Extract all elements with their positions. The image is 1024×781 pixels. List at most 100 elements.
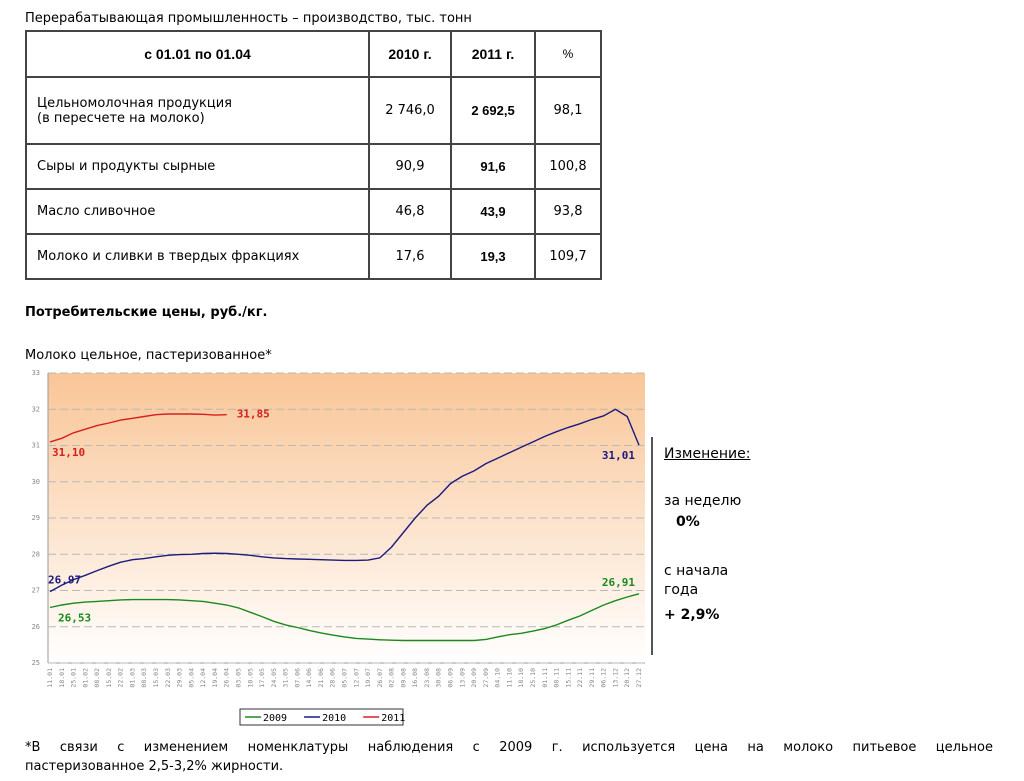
legend: 2009 2010 2011 [239, 708, 405, 726]
x-tick-label: 15.02 [105, 668, 113, 688]
legend-label: 2011 [381, 713, 405, 724]
header-cell: 2011 г. [450, 30, 536, 78]
y-tick-label: 32 [32, 405, 40, 413]
x-tick-label: 15.11 [564, 668, 572, 688]
legend-label: 2010 [322, 713, 346, 724]
cell: 109,7 [534, 233, 602, 280]
x-tick-label: 16.08 [411, 668, 419, 688]
x-tick-label: 30.08 [435, 668, 443, 688]
x-tick-label: 11.10 [505, 668, 513, 688]
x-tick-label: 13.12 [611, 668, 619, 688]
x-tick-label: 17.05 [258, 668, 266, 688]
side-value: 0% [676, 514, 700, 530]
cell: 46,8 [368, 188, 452, 235]
x-tick-label: 18.10 [517, 668, 525, 688]
x-tick-label: 29.11 [588, 668, 596, 688]
x-tick-label: 12.04 [199, 668, 207, 688]
cell: 19,3 [450, 233, 536, 280]
y-tick-label: 27 [32, 587, 40, 595]
x-tick-label: 22.11 [576, 668, 584, 688]
cell: 91,6 [450, 143, 536, 190]
side-label: за неделю [664, 493, 742, 509]
y-tick-label: 28 [32, 550, 40, 558]
x-tick-label: 20.12 [623, 668, 631, 688]
x-tick-label: 27.09 [482, 668, 490, 688]
x-tick-label: 12.07 [352, 668, 360, 688]
x-tick-label: 29.03 [176, 668, 184, 688]
x-tick-label: 22.03 [164, 668, 172, 688]
side-label: с начала года [664, 563, 729, 598]
data-label: 26,91 [602, 576, 635, 589]
side-title: Изменение: [664, 446, 751, 462]
footnote: *В связи с изменением номенклатуры наблю… [25, 740, 993, 755]
cell: Цельномолочная продукция (в пересчете на… [25, 76, 370, 145]
x-tick-label: 21.06 [317, 668, 325, 688]
y-tick-label: 25 [32, 659, 40, 667]
x-tick-label: 31.05 [282, 668, 290, 688]
chart: 25 26 27 28 29 30 31 32 33 11.01 18.01 25.01 01.02 08… [32, 369, 645, 726]
x-tick-label: 24.05 [270, 668, 278, 688]
cell: 98,1 [534, 76, 602, 145]
cell: 2 746,0 [368, 76, 452, 145]
cell: Сыры и продукты сырные [25, 143, 370, 190]
x-tick-label: 22.02 [117, 668, 125, 688]
x-tick-label: 25.01 [70, 668, 78, 688]
x-tick-label: 08.11 [553, 668, 561, 688]
cell: 90,9 [368, 143, 452, 190]
y-tick-label: 31 [32, 442, 40, 450]
data-label: 31,85 [237, 408, 270, 421]
x-tick-label: 02.08 [388, 668, 396, 688]
cell: Масло сливочное [25, 188, 370, 235]
footnote: пастеризованное 2,5-3,2% жирности. [25, 759, 284, 774]
series-line [49, 413, 227, 443]
x-tick-label: 05.07 [341, 668, 349, 688]
data-label: 26,97 [48, 574, 81, 587]
y-tick-label: 33 [32, 369, 40, 377]
table-title: Перерабатывающая промышленность – произв… [25, 11, 472, 26]
y-tick-label: 30 [32, 478, 40, 486]
side-value: + 2,9% [664, 607, 720, 623]
y-tick-label: 29 [32, 514, 40, 522]
x-tick-label: 13.09 [458, 668, 466, 688]
x-tick-label: 15.03 [152, 668, 160, 688]
table: с 01.01 по 01.04 2010 г. 2011 г. % Цельн… [25, 30, 602, 280]
x-tick-label: 09.08 [399, 668, 407, 688]
series-line [49, 408, 640, 593]
header-cell: 2010 г. [368, 30, 452, 78]
row: Масло сливочное 46,8 43,9 93,8 [25, 188, 602, 235]
header-cell: с 01.01 по 01.04 [25, 30, 370, 78]
x-tick-label: 10.05 [246, 668, 254, 688]
header-cell: % [534, 30, 602, 78]
cell: 2 692,5 [450, 76, 536, 145]
x-tick-label: 14.06 [305, 668, 313, 688]
x-tick-label: 01.03 [128, 668, 136, 688]
divider [651, 437, 653, 655]
x-tick-label: 04.10 [494, 668, 502, 688]
x-tick-label: 03.05 [234, 668, 242, 688]
x-tick-label: 01.02 [81, 668, 89, 688]
x-tick-label: 18.01 [58, 668, 66, 688]
x-tick-label: 27.12 [635, 668, 643, 688]
cell: 100,8 [534, 143, 602, 190]
x-tick-label: 06.09 [447, 668, 455, 688]
x-tick-label: 25.10 [529, 668, 537, 688]
x-tick-label: 08.02 [93, 668, 101, 688]
y-tick-label: 26 [32, 623, 40, 631]
data-label: 31,10 [52, 446, 85, 459]
legend-box [239, 708, 404, 726]
chart-subtitle: Молоко цельное, пастеризованное* [25, 348, 272, 363]
section-title: Потребительские цены, руб./кг. [25, 305, 268, 320]
x-tick-label: 23.08 [423, 668, 431, 688]
row: Молоко и сливки в твердых фракциях 17,6 19… [25, 233, 602, 280]
row: Сыры и продукты сырные 90,9 91,6 100,8 [25, 143, 602, 190]
data-label: 31,01 [602, 449, 635, 462]
x-tick-label: 01.11 [541, 668, 549, 688]
x-tick-label: 26.04 [223, 668, 231, 688]
x-tick-label: 06.12 [600, 668, 608, 688]
row: Цельномолочная продукция (в пересчете на… [25, 76, 602, 145]
legend-label: 2009 [263, 713, 287, 724]
data-label: 26,53 [58, 612, 91, 625]
cell: 17,6 [368, 233, 452, 280]
x-tick-label: 20.09 [470, 668, 478, 688]
